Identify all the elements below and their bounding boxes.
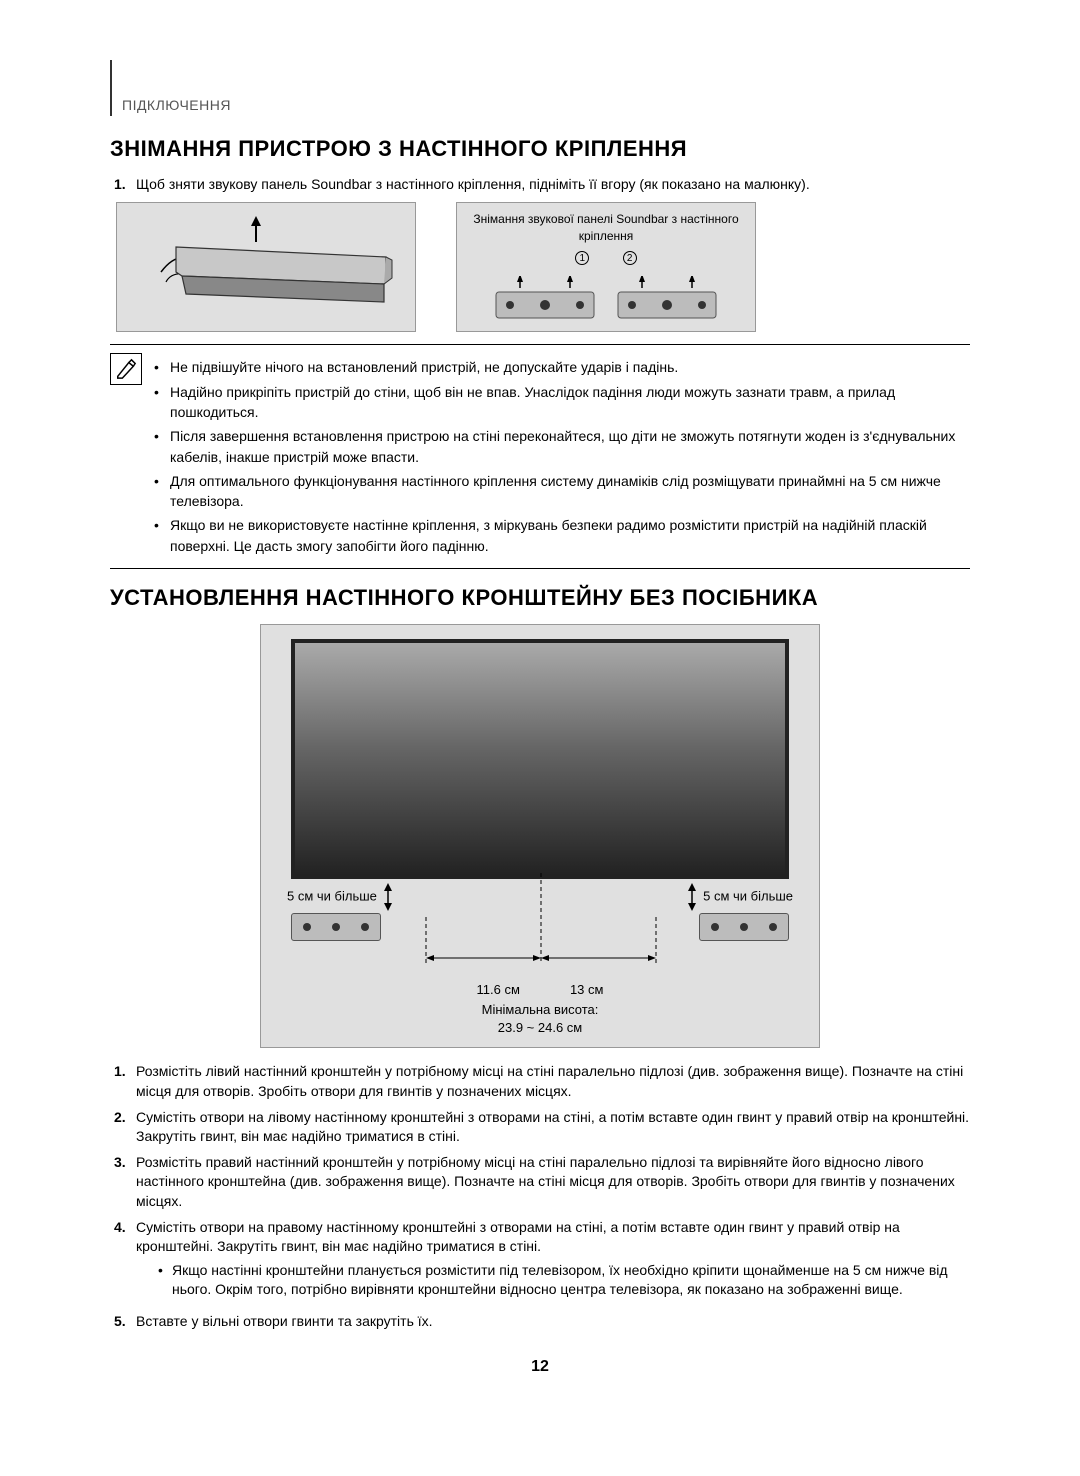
dim-5cm-right: 5 см чи більше: [685, 883, 793, 911]
left-bracket: [291, 913, 381, 941]
header-bar: ПІДКЛЮЧЕННЯ: [110, 60, 970, 116]
section2-title: УСТАНОВЛЕННЯ НАСТІННОГО КРОНШТЕЙНУ БЕЗ П…: [110, 583, 970, 614]
divider-top: [110, 344, 970, 345]
sub-bullet: • Якщо настінні кронштейни планується ро…: [158, 1261, 970, 1300]
circled-2: 2: [623, 251, 637, 265]
step-text: Сумістіть отвори на лівому настінному кр…: [136, 1108, 970, 1147]
step-text: Щоб зняти звукову панель Soundbar з наст…: [136, 175, 970, 195]
figure-row-1: Знімання звукової панелі Soundbar з наст…: [116, 202, 970, 332]
note-item: Для оптимального функціонування настінно…: [154, 471, 970, 512]
step-text: Сумістіть отвори на правому настінному к…: [136, 1218, 970, 1306]
arrow-updown-icon: [381, 883, 395, 911]
step-number: 1.: [114, 1062, 136, 1101]
divider-bottom: [110, 568, 970, 569]
page-number: 12: [110, 1356, 970, 1378]
step-number: 4.: [114, 1218, 136, 1306]
soundbar-lift-illustration: [136, 212, 396, 322]
sub-bullet-text: Якщо настінні кронштейни планується розм…: [172, 1261, 970, 1300]
dim-13: 13 см: [570, 981, 604, 999]
bullet-icon: •: [158, 1261, 172, 1300]
dim-11-6: 11.6 см: [477, 981, 520, 999]
circled-1: 1: [575, 251, 589, 265]
dim-min-height-range: 23.9 ~ 24.6 см: [291, 1019, 789, 1037]
step-text: Розмістіть лівий настінний кронштейн у п…: [136, 1062, 970, 1101]
figure-caption-line1: Знімання звукової панелі Soundbar з наст…: [457, 211, 755, 228]
bracket-piece-1: [490, 276, 600, 326]
dim-5cm-left: 5 см чи більше: [287, 883, 395, 911]
note-item: Після завершення встановлення пристрою н…: [154, 426, 970, 467]
center-dimensions: 11.6 см 13 см Мінімальна висота: 23.9 ~ …: [291, 981, 789, 1038]
note-list: Не підвішуйте нічого на встановлений при…: [154, 353, 970, 560]
step-text: Розмістіть правий настінний кронштейн у …: [136, 1153, 970, 1212]
figure-tv-mount: 5 см чи більше 5 см чи більше 11.6 см 13…: [260, 624, 820, 1049]
bracket-row: 5 см чи більше 5 см чи більше: [291, 913, 789, 953]
tv-screen: [291, 639, 789, 879]
step-number: 5.: [114, 1312, 136, 1332]
section1-title: ЗНІМАННЯ ПРИСТРОЮ З НАСТІННОГО КРІПЛЕННЯ: [110, 134, 970, 165]
section2-steps: 1. Розмістіть лівий настінний кронштейн …: [114, 1062, 970, 1331]
arrow-updown-icon: [685, 883, 699, 911]
step-number: 3.: [114, 1153, 136, 1212]
note-item: Надійно прикріпіть пристрій до стіни, що…: [154, 382, 970, 423]
note-item: Якщо ви не використовуєте настінне кріпл…: [154, 515, 970, 556]
note-icon: [110, 353, 142, 385]
step-number: 1.: [114, 175, 136, 195]
note-item: Не підвішуйте нічого на встановлений при…: [154, 357, 970, 377]
section-name: ПІДКЛЮЧЕННЯ: [122, 96, 231, 116]
figure-soundbar-detach: [116, 202, 416, 332]
right-bracket: [699, 913, 789, 941]
step-number: 2.: [114, 1108, 136, 1147]
dim-min-height-label: Мінімальна висота:: [291, 1001, 789, 1019]
figure-bracket-detach: Знімання звукової панелі Soundbar з наст…: [456, 202, 756, 332]
bracket-piece-2: [612, 276, 722, 326]
step-text: Вставте у вільні отвори гвинти та закрут…: [136, 1312, 970, 1332]
section1-steps: 1. Щоб зняти звукову панель Soundbar з н…: [114, 175, 970, 195]
figure-caption-line2: кріплення: [457, 228, 755, 245]
note-box: Не підвішуйте нічого на встановлений при…: [110, 353, 970, 560]
